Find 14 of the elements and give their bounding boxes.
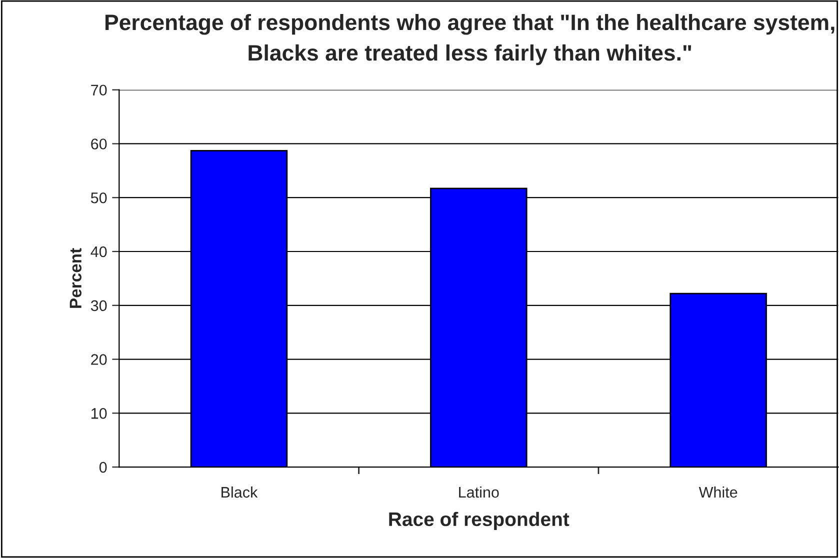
y-tick-label: 70 [91, 84, 107, 96]
y-tick-label: 30 [90, 300, 107, 312]
x-tick-label: Latino [459, 486, 499, 498]
y-axis-title: Percent [70, 248, 82, 308]
y-tick-label: 20 [91, 354, 107, 365]
y-tick-label: 50 [90, 192, 107, 204]
chart-title: Percentage of respondents who agree that "In the healthcare system, Blacks are treated less fairly than whites." [105, 14, 834, 66]
y-tick-label: 40 [90, 246, 107, 258]
x-tick-label: White [698, 486, 738, 498]
y-tick-label: 60 [91, 138, 107, 150]
x-axis-title: Race of respondent [389, 512, 570, 530]
x-tick-label: Black [222, 486, 258, 498]
y-tick-label: 0 [99, 462, 107, 473]
y-tick-label: 10 [92, 408, 107, 419]
